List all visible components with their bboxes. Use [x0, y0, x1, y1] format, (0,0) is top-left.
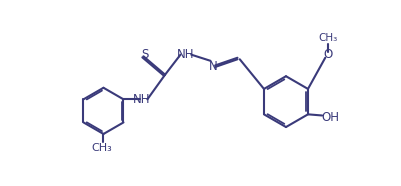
Text: O: O — [324, 48, 333, 61]
Text: NH: NH — [133, 93, 151, 106]
Text: N: N — [209, 60, 217, 73]
Text: CH₃: CH₃ — [319, 33, 338, 43]
Text: CH₃: CH₃ — [91, 143, 112, 153]
Text: NH: NH — [177, 48, 194, 61]
Text: OH: OH — [322, 110, 340, 124]
Text: S: S — [142, 48, 149, 61]
